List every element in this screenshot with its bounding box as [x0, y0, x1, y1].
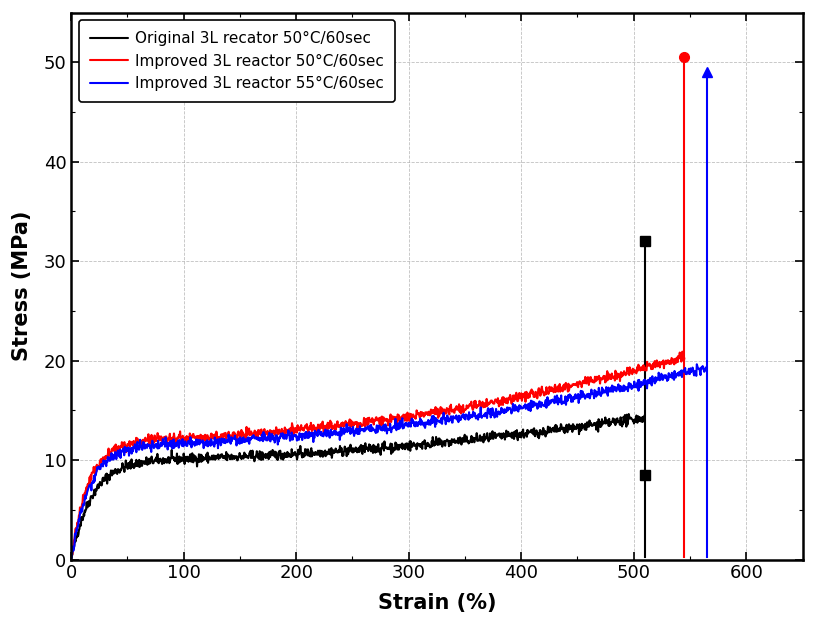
Improved 3L reactor 55°C/60sec: [281, 433, 291, 440]
Improved 3L reactor 50°C/60sec: [389, 414, 399, 421]
Line: Original 3L recator 50°C/60sec: Original 3L recator 50°C/60sec: [72, 414, 645, 556]
Original 3L recator 50°C/60sec: [368, 449, 378, 457]
Improved 3L reactor 55°C/60sec: [692, 361, 702, 368]
Improved 3L reactor 50°C/60sec: [333, 418, 342, 425]
Y-axis label: Stress (MPa): Stress (MPa): [12, 211, 33, 361]
Line: Improved 3L reactor 50°C/60sec: Improved 3L reactor 50°C/60sec: [72, 352, 685, 555]
Improved 3L reactor 55°C/60sec: [67, 554, 77, 562]
Original 3L recator 50°C/60sec: [623, 410, 633, 418]
Improved 3L reactor 50°C/60sec: [677, 348, 687, 356]
Improved 3L reactor 50°C/60sec: [67, 552, 77, 559]
Original 3L recator 50°C/60sec: [67, 552, 77, 560]
Improved 3L reactor 55°C/60sec: [401, 419, 411, 427]
Original 3L recator 50°C/60sec: [380, 444, 390, 451]
Improved 3L reactor 55°C/60sec: [702, 366, 711, 373]
Improved 3L reactor 50°C/60sec: [170, 436, 180, 444]
Improved 3L reactor 55°C/60sec: [414, 418, 424, 426]
Original 3L recator 50°C/60sec: [315, 453, 325, 460]
Original 3L recator 50°C/60sec: [143, 456, 152, 464]
Improved 3L reactor 50°C/60sec: [680, 354, 689, 362]
Original 3L recator 50°C/60sec: [260, 453, 270, 460]
Improved 3L reactor 55°C/60sec: [342, 428, 352, 436]
X-axis label: Strain (%): Strain (%): [377, 593, 496, 613]
Improved 3L reactor 50°C/60sec: [148, 438, 158, 445]
Legend: Original 3L recator 50°C/60sec, Improved 3L reactor 50°C/60sec, Improved 3L reac: Original 3L recator 50°C/60sec, Improved…: [79, 20, 395, 102]
Original 3L recator 50°C/60sec: [640, 411, 650, 418]
Improved 3L reactor 50°C/60sec: [273, 430, 283, 438]
Improved 3L reactor 55°C/60sec: [174, 444, 183, 451]
Improved 3L reactor 55°C/60sec: [151, 442, 161, 449]
Line: Improved 3L reactor 55°C/60sec: Improved 3L reactor 55°C/60sec: [72, 364, 707, 558]
Improved 3L reactor 50°C/60sec: [402, 415, 412, 423]
Original 3L recator 50°C/60sec: [164, 453, 174, 461]
